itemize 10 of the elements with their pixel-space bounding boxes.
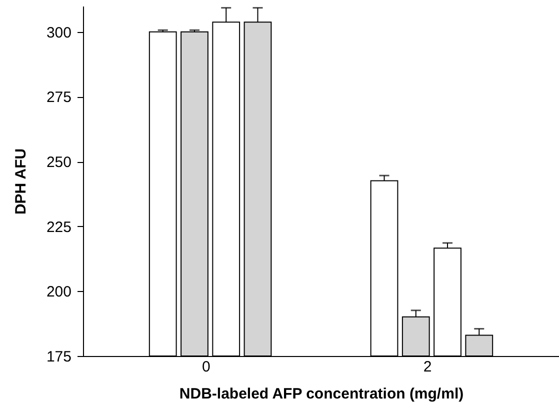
y-tick-label: 300 [46,24,72,42]
x-axis-title: NDB-labeled AFP concentration (mg/ml) [179,386,464,402]
y-tick-label: 250 [46,154,72,172]
x-tick-label: 0 [202,358,210,376]
y-tick-label: 175 [46,348,72,366]
y-tick-label: 200 [46,284,72,301]
x-tick-label: 2 [423,358,432,376]
y-axis-title: DPH AFU [12,148,30,215]
y-tick-label: 225 [46,218,72,236]
y-tick-label: 275 [46,89,72,106]
